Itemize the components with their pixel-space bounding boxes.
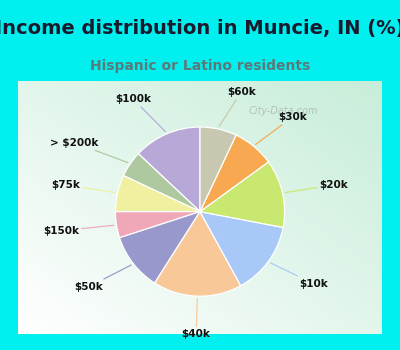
Wedge shape bbox=[116, 212, 200, 238]
Text: City-Data.com: City-Data.com bbox=[249, 106, 318, 116]
Wedge shape bbox=[116, 176, 200, 212]
Text: $20k: $20k bbox=[285, 180, 348, 193]
Text: $100k: $100k bbox=[115, 94, 166, 132]
Text: $50k: $50k bbox=[74, 265, 131, 292]
Text: $60k: $60k bbox=[219, 87, 256, 127]
Text: $75k: $75k bbox=[52, 180, 115, 193]
Text: $40k: $40k bbox=[182, 299, 210, 339]
Wedge shape bbox=[200, 127, 236, 212]
Text: Hispanic or Latino residents: Hispanic or Latino residents bbox=[90, 59, 310, 73]
Wedge shape bbox=[200, 212, 283, 286]
Text: $10k: $10k bbox=[270, 263, 328, 289]
Wedge shape bbox=[120, 212, 200, 283]
Wedge shape bbox=[200, 162, 284, 228]
Wedge shape bbox=[155, 212, 241, 296]
Text: > $200k: > $200k bbox=[50, 138, 128, 163]
Text: $150k: $150k bbox=[43, 225, 114, 236]
Text: Income distribution in Muncie, IN (%): Income distribution in Muncie, IN (%) bbox=[0, 19, 400, 38]
Wedge shape bbox=[124, 154, 200, 212]
Wedge shape bbox=[200, 135, 268, 212]
Text: $30k: $30k bbox=[256, 112, 307, 145]
Wedge shape bbox=[138, 127, 200, 212]
